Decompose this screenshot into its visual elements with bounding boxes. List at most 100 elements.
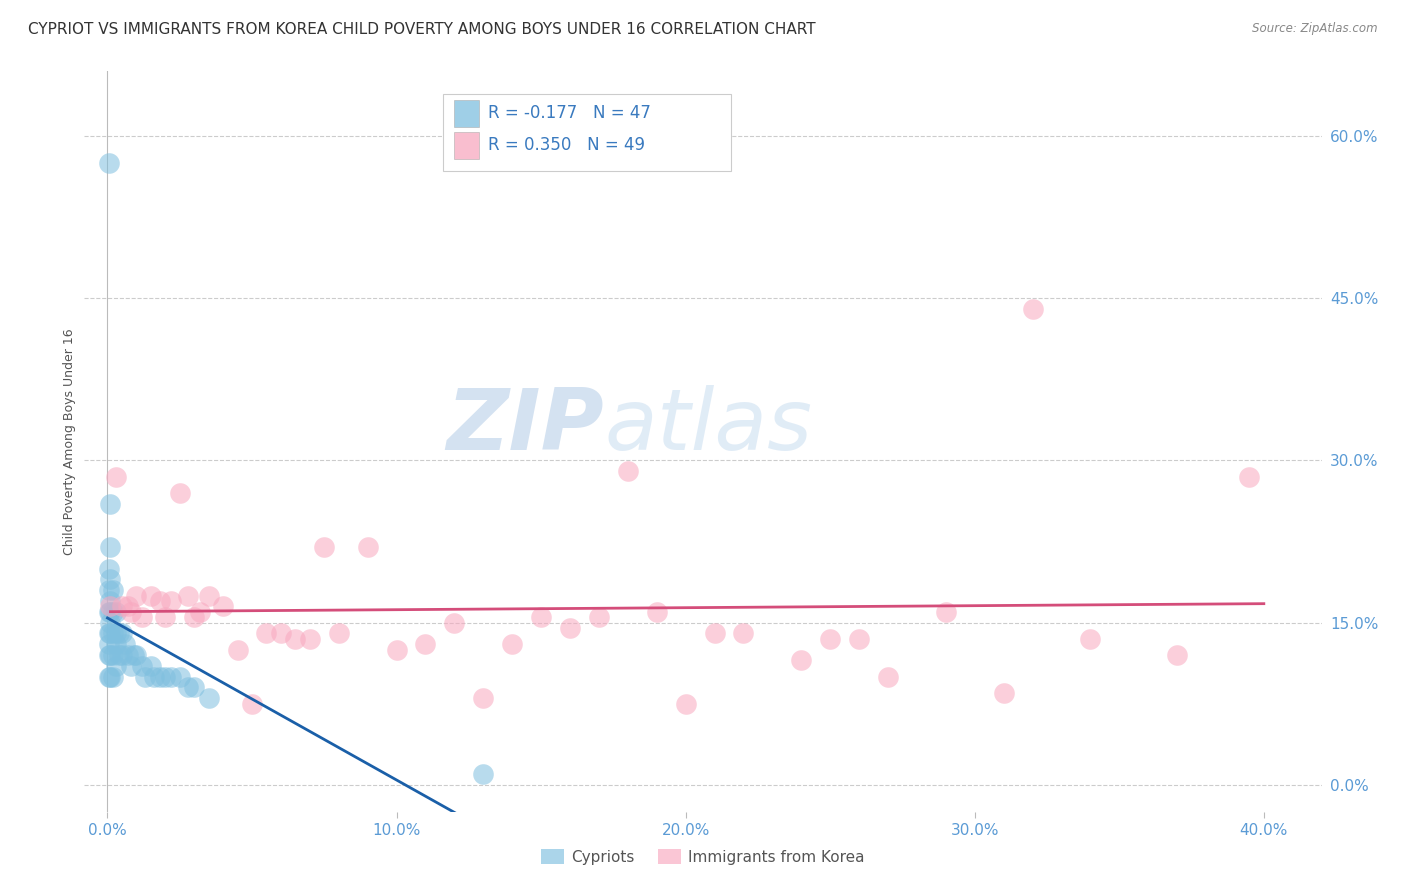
Point	[212, 599, 235, 614]
Point	[97, 156, 120, 170]
Point	[270, 626, 292, 640]
Point	[588, 610, 610, 624]
Point	[530, 610, 553, 624]
Point	[139, 658, 162, 673]
Point	[415, 637, 437, 651]
Point	[97, 670, 120, 684]
Point	[100, 594, 122, 608]
Point	[103, 626, 125, 640]
Point	[117, 599, 139, 614]
Point	[240, 697, 263, 711]
Point	[120, 658, 142, 673]
Point	[703, 626, 725, 640]
Point	[169, 486, 191, 500]
Point	[818, 632, 841, 646]
Point	[134, 670, 156, 684]
Text: CYPRIOT VS IMMIGRANTS FROM KOREA CHILD POVERTY AMONG BOYS UNDER 16 CORRELATION C: CYPRIOT VS IMMIGRANTS FROM KOREA CHILD P…	[28, 22, 815, 37]
Point	[790, 653, 813, 667]
Point	[617, 464, 640, 478]
Point	[100, 605, 122, 619]
Point	[284, 632, 307, 646]
Point	[877, 670, 900, 684]
Point	[155, 610, 177, 624]
Point	[100, 615, 122, 630]
Text: Source: ZipAtlas.com: Source: ZipAtlas.com	[1253, 22, 1378, 36]
Point	[103, 670, 125, 684]
Point	[117, 648, 139, 662]
Point	[385, 642, 408, 657]
Point	[298, 632, 321, 646]
Y-axis label: Child Poverty Among Boys Under 16: Child Poverty Among Boys Under 16	[63, 328, 76, 555]
Point	[100, 670, 122, 684]
Point	[226, 642, 249, 657]
Legend: Cypriots, Immigrants from Korea: Cypriots, Immigrants from Korea	[534, 843, 872, 871]
Point	[183, 681, 205, 695]
Point	[120, 605, 142, 619]
Point	[356, 540, 378, 554]
Point	[501, 637, 523, 651]
Text: R = -0.177   N = 47: R = -0.177 N = 47	[488, 104, 651, 122]
Point	[645, 605, 668, 619]
Point	[100, 626, 122, 640]
Point	[97, 648, 120, 662]
Point	[114, 637, 136, 651]
Point	[197, 589, 219, 603]
Point	[675, 697, 697, 711]
Point	[105, 605, 128, 619]
Point	[183, 610, 205, 624]
Point	[100, 540, 122, 554]
Point	[314, 540, 336, 554]
Point	[97, 605, 120, 619]
Point	[443, 615, 465, 630]
Point	[111, 626, 134, 640]
Point	[142, 670, 165, 684]
Point	[558, 621, 581, 635]
Point	[1239, 469, 1261, 483]
Point	[848, 632, 870, 646]
Point	[125, 648, 148, 662]
Point	[103, 583, 125, 598]
Point	[108, 648, 131, 662]
Point	[148, 594, 170, 608]
Point	[1166, 648, 1188, 662]
Point	[111, 648, 134, 662]
Point	[105, 469, 128, 483]
Point	[97, 637, 120, 651]
Point	[100, 599, 122, 614]
Point	[177, 681, 200, 695]
Point	[328, 626, 350, 640]
Point	[131, 658, 153, 673]
Point	[105, 626, 128, 640]
Point	[935, 605, 957, 619]
Point	[100, 648, 122, 662]
Point	[256, 626, 278, 640]
Point	[177, 589, 200, 603]
Text: atlas: atlas	[605, 385, 813, 468]
Point	[97, 583, 120, 598]
Point	[472, 691, 495, 706]
Point	[169, 670, 191, 684]
Point	[105, 658, 128, 673]
Point	[1021, 302, 1043, 317]
Text: R = 0.350   N = 49: R = 0.350 N = 49	[488, 136, 645, 154]
Point	[160, 594, 183, 608]
Point	[733, 626, 755, 640]
Point	[103, 648, 125, 662]
Point	[472, 767, 495, 781]
Point	[97, 626, 120, 640]
Point	[108, 626, 131, 640]
Point	[131, 610, 153, 624]
Point	[1080, 632, 1102, 646]
Point	[148, 670, 170, 684]
Point	[100, 572, 122, 586]
Point	[105, 637, 128, 651]
Point	[993, 686, 1015, 700]
Point	[155, 670, 177, 684]
Text: ZIP: ZIP	[446, 385, 605, 468]
Point	[111, 599, 134, 614]
Point	[197, 691, 219, 706]
Point	[160, 670, 183, 684]
Point	[125, 589, 148, 603]
Point	[103, 605, 125, 619]
Point	[122, 648, 145, 662]
